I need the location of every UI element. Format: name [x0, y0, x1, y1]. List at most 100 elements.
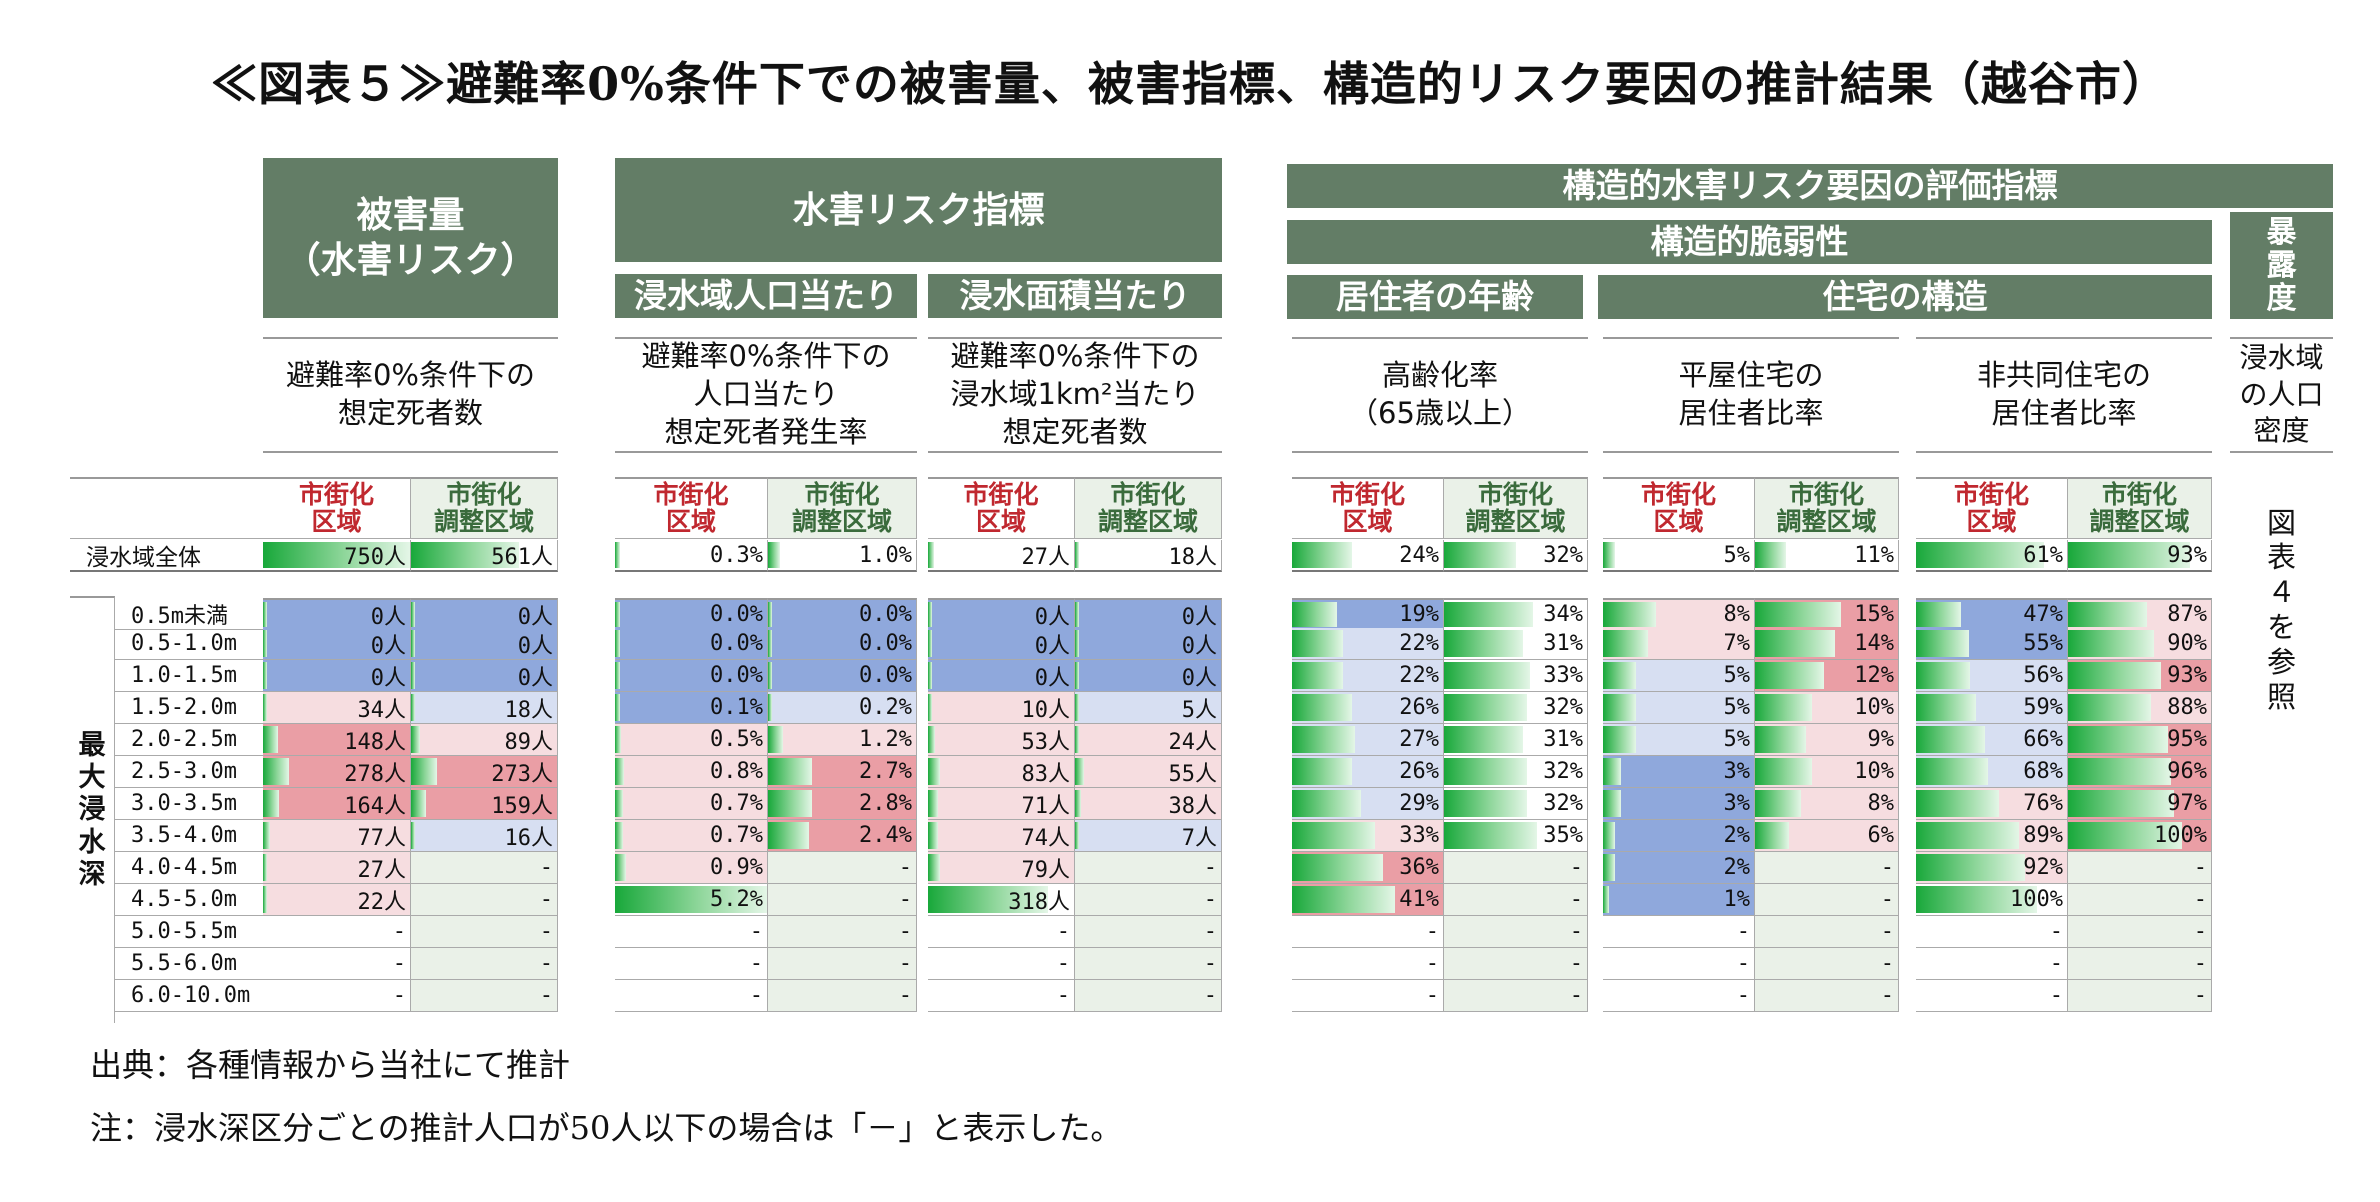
table-cell: - [1755, 884, 1899, 916]
table-cell: 41% [1292, 884, 1444, 916]
data-bar [615, 790, 623, 817]
table-cell: 22% [1292, 628, 1444, 660]
col-header-adjust: 市街化 調整区域 [1444, 477, 1588, 539]
cell-value: 32% [1543, 542, 1583, 568]
cell-value: 97% [2167, 791, 2207, 816]
table-cell: 77人 [263, 820, 411, 852]
data-bar [768, 630, 773, 657]
cell-value: - [1736, 951, 1750, 976]
cell-value: - [539, 919, 553, 944]
data-bar [928, 790, 939, 817]
table-cell: - [1444, 916, 1588, 948]
table-cell: - [1292, 980, 1444, 1012]
data-bar [1444, 790, 1527, 817]
table-cell: 5% [1603, 660, 1755, 692]
table-cell: 0.8% [615, 756, 768, 788]
table-cell: 16人 [411, 820, 558, 852]
cell-value: - [898, 887, 912, 912]
cell-value: - [898, 983, 912, 1008]
data-bar [1292, 542, 1353, 568]
data-bar [615, 854, 626, 881]
col-header-urban: 市街化 区域 [615, 477, 768, 539]
cell-value: 89% [2023, 823, 2063, 848]
cell-value: 0.8% [710, 759, 763, 784]
cell-value: 5% [1723, 663, 1751, 688]
deaths-per-area-description: 避難率0%条件下の 浸水域1km²当たり 想定死者数 [928, 337, 1222, 453]
cell-value: 22人 [357, 889, 407, 915]
cell-value: 74人 [1021, 825, 1071, 851]
data-bar [1292, 790, 1362, 817]
total-cell: 18人 [1075, 540, 1222, 572]
table-cell: 0.0% [615, 628, 768, 660]
cell-value: 0.7% [710, 823, 763, 848]
table-cell: 0.2% [768, 692, 917, 724]
table-cell: 1% [1603, 884, 1755, 916]
cell-value: - [2049, 951, 2063, 976]
exposure-note: 図 表 ４ を 参 照 [2266, 505, 2296, 714]
table-cell: 0人 [928, 598, 1075, 630]
cell-value: 159人 [491, 793, 553, 819]
cell-value: 0人 [1181, 633, 1217, 659]
table-cell: 56% [1916, 660, 2068, 692]
data-bar [263, 854, 268, 881]
cell-value: - [749, 983, 763, 1008]
table-cell: 55人 [1075, 756, 1222, 788]
cell-value: 31% [1543, 631, 1583, 656]
table-cell: 26% [1292, 692, 1444, 724]
table-cell: - [1916, 916, 2068, 948]
table-cell: 74人 [928, 820, 1075, 852]
table-cell: 32% [1444, 788, 1588, 820]
data-bar [1292, 822, 1376, 849]
col-header-adjust: 市街化 調整区域 [1075, 477, 1222, 539]
data-bar [1916, 542, 2045, 568]
data-bar [411, 726, 420, 753]
table-cell: 93% [2068, 660, 2212, 692]
table-cell: - [1755, 916, 1899, 948]
cell-value: 79人 [1021, 857, 1071, 883]
data-bar [928, 662, 933, 689]
cell-value: 3% [1723, 791, 1751, 816]
cell-value: 5% [1723, 695, 1751, 720]
cell-value: 5% [1723, 727, 1751, 752]
cell-value: 55% [2023, 631, 2063, 656]
table-cell: 0人 [1075, 598, 1222, 630]
data-bar [928, 602, 933, 627]
table-cell: 278人 [263, 756, 411, 788]
table-cell: 5人 [1075, 692, 1222, 724]
cell-value: 0人 [517, 633, 553, 659]
cell-value: 68% [2023, 759, 2063, 784]
depth-row-label: 3.0-3.5m [115, 788, 263, 820]
max-depth-group-label: 最 大 浸 水 深 [70, 596, 115, 1023]
cell-value: 34% [1543, 602, 1583, 627]
table-cell: 0.0% [615, 660, 768, 692]
table-cell: 5.2% [615, 884, 768, 916]
data-bar [1916, 726, 1986, 753]
data-bar [263, 662, 268, 689]
table-cell: - [1916, 980, 2068, 1012]
data-bar [768, 694, 773, 721]
cell-value: - [392, 919, 406, 944]
cell-value: - [2193, 951, 2207, 976]
cell-value: - [1569, 919, 1583, 944]
depth-row-label: 2.5-3.0m [115, 756, 263, 788]
table-cell: 0.0% [768, 628, 917, 660]
table-cell: 88% [2068, 692, 2212, 724]
cell-value: 95% [2167, 727, 2207, 752]
table-cell: 79人 [928, 852, 1075, 884]
cell-value: 100% [2154, 823, 2207, 848]
cell-value: 89人 [504, 729, 554, 755]
cell-value: - [539, 983, 553, 1008]
data-bar [1444, 662, 1530, 689]
cell-value: 66% [2023, 727, 2063, 752]
table-cell: 33% [1292, 820, 1444, 852]
depth-row-label: 5.5-6.0m [115, 948, 263, 980]
data-bar [1916, 822, 2019, 849]
col-header-urban: 市街化 区域 [263, 477, 411, 539]
col-header-adjust: 市街化 調整区域 [2068, 477, 2212, 539]
table-cell: 97% [2068, 788, 2212, 820]
table-cell: 47% [1916, 598, 2068, 630]
data-bar [1075, 630, 1080, 657]
cell-value: 92% [2023, 855, 2063, 880]
col-header-urban: 市街化 区域 [1603, 477, 1755, 539]
cell-value: 76% [2023, 791, 2063, 816]
